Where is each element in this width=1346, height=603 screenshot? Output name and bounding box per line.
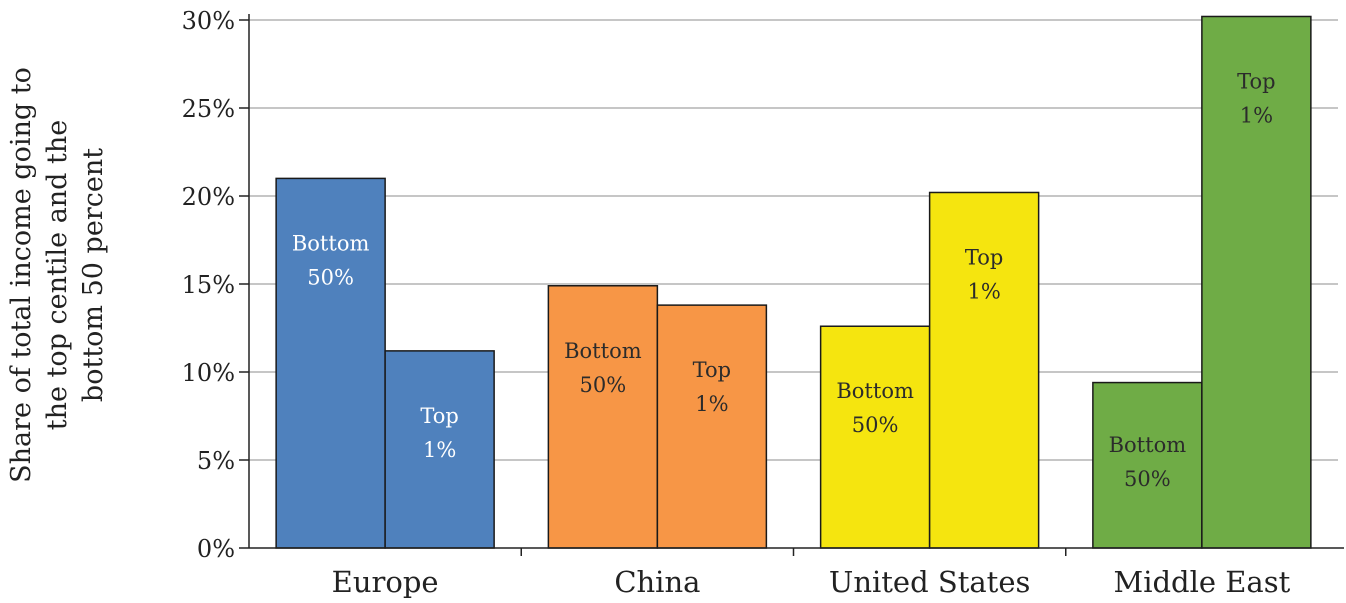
y-axis-title-line: the top centile and the xyxy=(42,120,73,431)
y-tick-label: 15% xyxy=(182,271,235,299)
bar-label: Top xyxy=(420,404,458,428)
x-category-label: China xyxy=(614,565,700,599)
bar-label: 1% xyxy=(695,392,728,416)
axes: 0% 5% 10% 15% 20% 25% 30% Europe China United Sta… xyxy=(182,7,1344,599)
bar-label: 1% xyxy=(967,279,1000,303)
bar-label: 50% xyxy=(852,413,899,437)
bar-label: Bottom xyxy=(564,339,642,363)
bar-europe-series-1 xyxy=(384,350,495,549)
bar-label: 50% xyxy=(307,265,354,289)
bar-united-states-series-1 xyxy=(928,191,1040,549)
y-tick-label: 0% xyxy=(197,535,235,563)
bar-label: 50% xyxy=(580,373,627,397)
bar-label: Top xyxy=(1237,69,1275,93)
y-tick-label: 5% xyxy=(197,447,235,475)
bar-label: 50% xyxy=(1124,467,1171,491)
bar-middle-east-series-0 xyxy=(1092,381,1203,549)
y-tick-label: 25% xyxy=(182,95,235,123)
bar-label: Bottom xyxy=(1109,433,1187,457)
bars: Bottom 50% Top 1% Bottom 50% Top 1% Bottom 50% Top… xyxy=(275,15,1312,549)
y-axis-title: Share of total income going to the top ce… xyxy=(6,67,109,483)
y-tick-label: 30% xyxy=(182,7,235,35)
bar-label: Top xyxy=(965,245,1003,269)
x-category-label: United States xyxy=(829,565,1031,599)
y-axis-title-line: Share of total income going to xyxy=(6,67,37,483)
bar-label: 1% xyxy=(423,438,456,462)
x-category-label: Europe xyxy=(332,565,439,599)
bar-china-series-0 xyxy=(547,285,659,549)
bar-united-states-series-0 xyxy=(819,325,931,549)
bar-label: Bottom xyxy=(836,379,914,403)
bar-label: Top xyxy=(693,358,731,382)
y-tick-label: 10% xyxy=(182,359,235,387)
y-tick-label: 20% xyxy=(182,183,235,211)
y-axis-title-line: bottom 50 percent xyxy=(78,148,109,402)
bar-label: 1% xyxy=(1240,103,1273,127)
bar-china-series-1 xyxy=(656,304,768,549)
bar-label: Bottom xyxy=(292,231,370,255)
x-category-label: Middle East xyxy=(1114,565,1291,599)
bar-middle-east-series-1 xyxy=(1201,15,1312,549)
